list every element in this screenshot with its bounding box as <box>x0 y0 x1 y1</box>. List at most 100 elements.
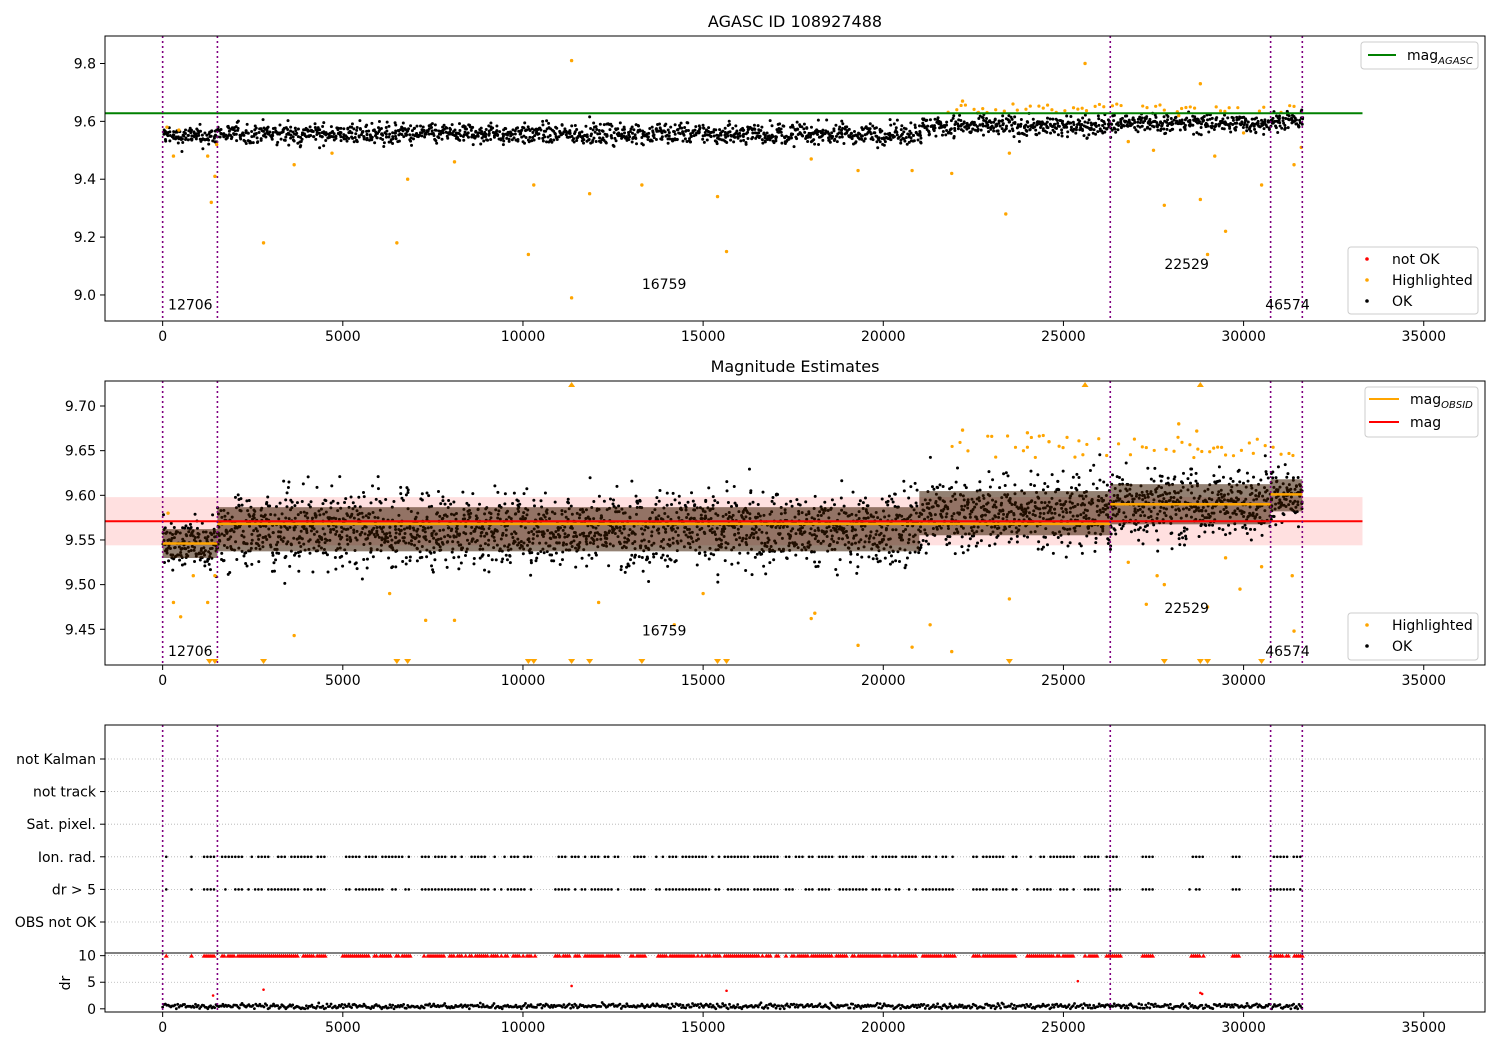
ok-point <box>1071 475 1075 479</box>
ok-point <box>684 129 688 133</box>
ok-point <box>423 135 427 139</box>
ok-point <box>795 120 799 124</box>
ok-point <box>397 139 401 143</box>
ok-point <box>498 130 502 134</box>
ok-point <box>765 131 769 135</box>
highlighted-point <box>1205 252 1210 257</box>
ok-point <box>751 500 755 504</box>
ok-point <box>732 140 736 144</box>
ok-point <box>322 144 326 148</box>
ok-point <box>838 135 842 139</box>
ok-point <box>300 137 304 141</box>
ok-point <box>336 131 340 135</box>
ok-point <box>401 498 405 502</box>
ok-point <box>369 501 373 505</box>
ok-point <box>590 556 594 560</box>
ok-point <box>407 127 411 131</box>
ok-point <box>589 126 593 130</box>
ok-point <box>790 123 794 127</box>
obsid-label: 22529 <box>1164 257 1209 273</box>
ok-point <box>978 123 982 127</box>
ok-point <box>630 140 634 144</box>
ok-point <box>573 123 577 127</box>
ok-point <box>344 551 348 555</box>
ok-point <box>1050 473 1054 477</box>
ok-point <box>738 551 742 555</box>
ok-point <box>382 141 386 145</box>
ok-point <box>378 500 382 504</box>
highlighted-point <box>994 108 998 112</box>
ok-point <box>1294 122 1298 126</box>
ok-point <box>587 137 591 141</box>
ok-point <box>995 535 999 539</box>
ok-point <box>802 127 806 131</box>
ok-point <box>843 127 847 131</box>
ok-point <box>1103 130 1107 134</box>
highlighted-point <box>1180 106 1184 111</box>
ok-point <box>391 131 395 135</box>
ok-point <box>235 558 239 562</box>
ok-point <box>725 489 729 493</box>
ok-point <box>747 467 751 471</box>
ok-point <box>495 129 499 133</box>
ok-point <box>542 551 546 555</box>
ok-point <box>697 552 701 556</box>
highlighted-point <box>165 125 169 129</box>
ok-point <box>394 129 398 133</box>
ok-point <box>333 555 337 559</box>
ok-point <box>550 140 554 144</box>
ok-point <box>183 526 187 530</box>
ok-point <box>969 122 973 126</box>
ok-point <box>1137 528 1141 532</box>
ok-point <box>1043 535 1047 539</box>
ok-point <box>1285 109 1289 113</box>
ok-point <box>919 543 923 547</box>
ok-point <box>242 133 246 137</box>
ok-point <box>938 120 942 124</box>
ok-point <box>909 136 913 140</box>
ok-point <box>809 125 813 129</box>
ok-point <box>1160 123 1164 127</box>
ok-point <box>1004 471 1008 475</box>
ok-point <box>672 129 676 133</box>
ok-point <box>1230 115 1234 119</box>
ok-point <box>1206 124 1210 128</box>
ok-point <box>476 134 480 138</box>
ok-point <box>1102 119 1106 123</box>
ok-point <box>1284 116 1288 120</box>
highlighted-point <box>1110 104 1115 108</box>
ok-point <box>590 140 594 144</box>
ok-point <box>947 541 951 545</box>
ok-point <box>302 128 306 132</box>
ok-point <box>425 491 429 495</box>
ok-point <box>478 502 482 506</box>
ok-point <box>660 131 664 135</box>
ok-point <box>1112 113 1116 117</box>
ok-point <box>716 573 720 577</box>
ok-point <box>863 496 867 500</box>
ok-point <box>1170 120 1174 124</box>
ok-point <box>415 559 419 563</box>
ok-point <box>849 132 853 136</box>
ok-point <box>445 565 449 569</box>
ok-point <box>1192 132 1196 136</box>
ok-point <box>321 502 325 506</box>
ok-point <box>1286 126 1290 130</box>
ok-point <box>504 127 508 131</box>
highlighted-point <box>910 168 914 173</box>
highlighted-point <box>1024 107 1028 111</box>
ok-point <box>661 553 665 557</box>
ok-point <box>928 118 932 122</box>
ok-point <box>436 490 440 494</box>
ok-point <box>172 136 176 140</box>
ok-point <box>795 498 799 502</box>
ok-point <box>763 133 767 137</box>
ok-point <box>387 124 391 128</box>
ok-point <box>1162 115 1166 119</box>
ok-point <box>805 556 809 560</box>
ok-point <box>435 141 439 145</box>
ok-point <box>381 133 385 137</box>
ok-point <box>1153 466 1157 470</box>
ok-point <box>690 491 694 495</box>
ok-point <box>735 129 739 133</box>
